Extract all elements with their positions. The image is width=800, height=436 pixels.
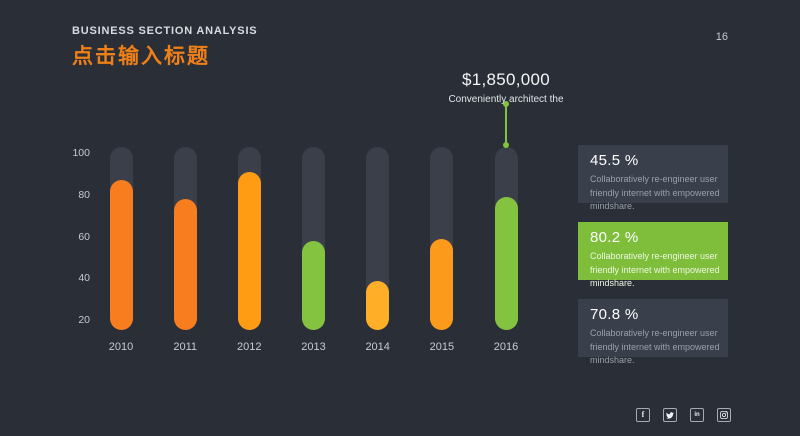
annotation-caption: Conveniently architect the — [448, 94, 564, 105]
bar-2010 — [109, 180, 133, 330]
bar-2014 — [366, 280, 390, 330]
x-axis-label: 2010 — [108, 341, 134, 353]
annotation-amount: $1,850,000 — [461, 70, 551, 89]
stat-card: 45.5 % Collaboratively re-engineer user f… — [578, 145, 728, 211]
stat-card: 80.2 % Collaboratively re-engineer user f… — [578, 222, 728, 288]
bar-2016 — [494, 196, 518, 330]
page-title: 点击输入标题 — [72, 45, 210, 68]
y-axis-tick: 80 — [78, 188, 90, 201]
bar-2015 — [430, 238, 454, 330]
y-axis-tick: 20 — [78, 314, 90, 327]
x-axis-label: 2011 — [173, 341, 198, 353]
facebook-icon[interactable]: f — [636, 408, 650, 422]
x-axis-label: 2013 — [301, 341, 326, 353]
x-axis-label: 2015 — [429, 341, 455, 353]
social-links: f in — [636, 408, 731, 422]
y-axis-tick: 100 — [72, 147, 90, 159]
y-axis-tick: 40 — [78, 272, 90, 285]
bar-2013 — [302, 240, 325, 330]
stat-description: Collaboratively re-engineer user friendl… — [590, 328, 720, 365]
connector-line — [505, 104, 508, 145]
stat-percentage: 70.8 % — [590, 306, 639, 323]
page-number: 16 — [715, 31, 728, 43]
chart-annotation: $1,850,000 Conveniently architect the — [416, 70, 596, 106]
linkedin-icon[interactable]: in — [690, 408, 704, 422]
stat-description: Collaboratively re-engineer user friendl… — [590, 251, 720, 288]
x-axis-label: 2016 — [493, 341, 519, 353]
bar-2011 — [173, 199, 197, 330]
stat-description: Collaboratively re-engineer user friendl… — [590, 174, 720, 211]
connector-dot — [503, 142, 510, 148]
x-axis-label: 2014 — [365, 341, 390, 353]
instagram-icon[interactable] — [717, 408, 731, 422]
stat-percentage: 45.5 % — [590, 152, 639, 169]
stat-cards: 45.5 % Collaboratively re-engineer user f… — [578, 145, 728, 376]
stat-percentage: 80.2 % — [590, 229, 639, 246]
y-axis-tick: 60 — [78, 230, 90, 243]
bar-2012 — [237, 171, 261, 330]
twitter-icon[interactable] — [663, 408, 677, 422]
section-kicker: BUSINESS SECTION ANALYSIS — [72, 25, 258, 37]
connector-dot — [503, 101, 510, 107]
stat-card: 70.8 % Collaboratively re-engineer user f… — [578, 299, 728, 365]
x-axis-label: 2012 — [237, 341, 262, 353]
